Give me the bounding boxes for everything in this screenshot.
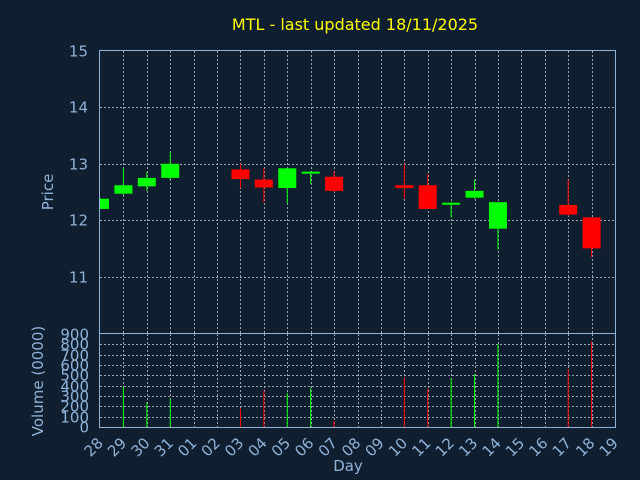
candle <box>301 171 320 184</box>
day-tick-label: 04 <box>244 434 270 460</box>
candle <box>465 179 484 199</box>
day-tick-label: 05 <box>268 434 294 460</box>
candle-body <box>488 202 507 229</box>
candle-body <box>114 185 133 194</box>
volume-tick-label: 200 <box>60 398 89 416</box>
volume-tick-label: 700 <box>60 347 89 365</box>
day-tick-label: 14 <box>479 434 505 460</box>
price-tick-label: 14 <box>69 99 88 117</box>
volume-tick-label: 400 <box>60 378 89 396</box>
day-tick-label: 12 <box>432 434 458 460</box>
candle <box>395 163 414 199</box>
candle <box>161 152 180 180</box>
day-tick-label: 13 <box>455 434 481 460</box>
candle <box>559 179 578 217</box>
day-tick-label: 29 <box>104 434 130 460</box>
day-tick-label: 30 <box>127 434 153 460</box>
chart-title: MTL - last updated 18/11/2025 <box>232 15 478 34</box>
candle <box>418 173 437 209</box>
volume-tick-label: 800 <box>60 336 89 354</box>
day-tick-label: 10 <box>385 434 411 460</box>
day-tick-label: 06 <box>291 434 317 460</box>
price-tick-label: 12 <box>69 212 88 230</box>
day-tick-label: 09 <box>362 434 388 460</box>
candle <box>137 172 156 191</box>
price-axis-ticks: 11 12 13 14 15 <box>69 43 88 287</box>
candle-body <box>100 198 109 209</box>
price-tick-label: 13 <box>69 156 88 174</box>
day-tick-label: 03 <box>221 434 247 460</box>
volume-tick-label: 900 <box>60 326 89 344</box>
day-tick-label: 16 <box>525 434 551 460</box>
candle-body <box>325 176 344 191</box>
price-panel-frame <box>99 50 616 334</box>
candle-body <box>301 171 320 174</box>
volume-tick-label: 0 <box>79 419 89 437</box>
day-tick-label: 15 <box>502 434 528 460</box>
volume-panel-frame <box>99 333 616 428</box>
candle-body <box>254 179 273 188</box>
candle-body <box>395 185 414 189</box>
day-tick-label: 01 <box>174 434 200 460</box>
candle-body <box>418 185 437 209</box>
candle-body <box>137 177 156 187</box>
day-tick-label: 17 <box>549 434 575 460</box>
volume-tick-label: 100 <box>60 409 89 427</box>
day-tick-label: 31 <box>151 434 177 460</box>
candle-body <box>442 202 461 205</box>
candle <box>488 202 507 250</box>
candle <box>99 197 109 209</box>
volume-tick-label: 500 <box>60 367 89 385</box>
grid-layer <box>100 51 615 427</box>
day-tick-label: 02 <box>198 434 224 460</box>
candles <box>99 152 601 257</box>
price-tick-label: 11 <box>69 269 88 287</box>
candle <box>231 163 250 189</box>
day-tick-label: 19 <box>596 434 622 460</box>
candle <box>254 168 273 203</box>
candle <box>582 217 601 257</box>
price-tick-label: 15 <box>69 43 88 61</box>
candle-body <box>161 163 180 178</box>
day-axis-label: Day <box>333 457 363 475</box>
day-tick-label: 28 <box>81 434 107 460</box>
volume-axis-label: Volume (0000) <box>29 326 47 436</box>
candle <box>278 168 297 204</box>
candle <box>325 171 344 192</box>
volume-bars <box>122 341 593 427</box>
candle <box>114 168 133 195</box>
candle <box>442 202 461 218</box>
volume-tick-label: 600 <box>60 357 89 375</box>
candle-body <box>231 169 250 180</box>
price-axis-label: Price <box>39 174 57 211</box>
candle-body <box>278 168 297 189</box>
volume-tick-label: 300 <box>60 388 89 406</box>
candle-body <box>465 190 484 198</box>
candle-body <box>582 217 601 249</box>
candle-body <box>559 204 578 215</box>
day-tick-label: 11 <box>408 434 434 460</box>
day-tick-label: 18 <box>572 434 598 460</box>
